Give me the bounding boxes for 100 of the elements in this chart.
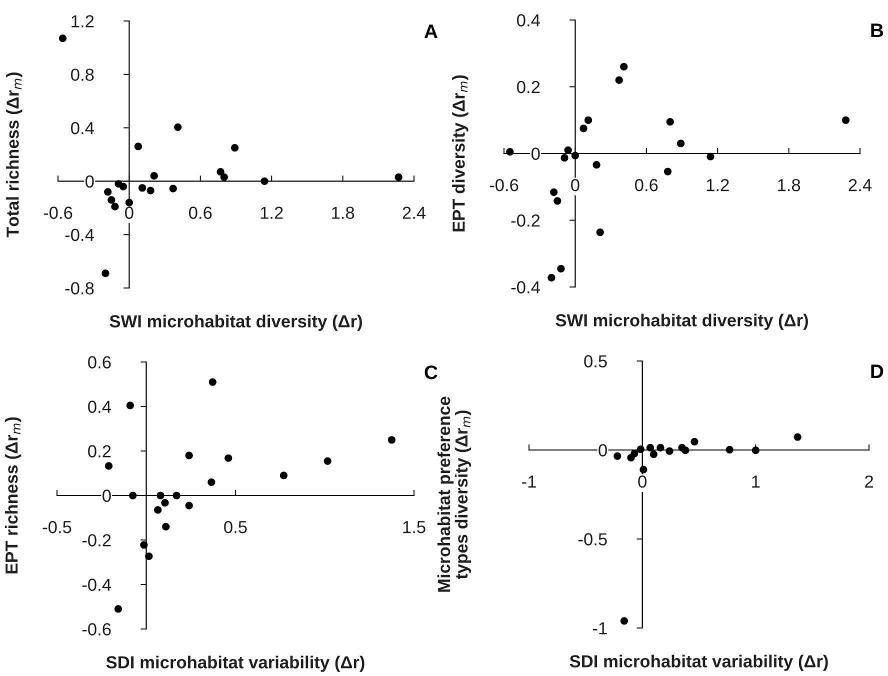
x-tick-label: 0 <box>125 206 134 219</box>
point <box>620 62 628 71</box>
chart-title: A <box>424 24 438 38</box>
point <box>564 146 572 154</box>
point <box>150 172 158 180</box>
point <box>554 197 562 205</box>
point <box>666 447 674 455</box>
y-tick-label: 0.8 <box>71 68 94 81</box>
y-tick-label: 0 <box>102 490 111 502</box>
point <box>324 457 332 465</box>
point <box>145 552 153 560</box>
y-tick-label: -0.8 <box>65 282 94 294</box>
point <box>646 444 654 452</box>
chart-title: C <box>424 365 438 380</box>
point <box>752 446 760 454</box>
y-tick-label: -0.4 <box>65 228 94 242</box>
y-axis-title: Total richness (Δr$_{m}$) <box>6 72 22 238</box>
x-tick-label: -0.6 <box>44 206 72 219</box>
point <box>162 522 170 530</box>
point <box>161 499 169 507</box>
point <box>129 492 137 500</box>
x-tick-label: 1.8 <box>332 206 354 219</box>
y-tick-label: 0.4 <box>88 400 112 413</box>
x-axis-title: SDI microhabitat variability (Δr) <box>570 654 828 671</box>
y-tick-label: -1 <box>592 622 607 634</box>
y-tick-label: 0.5 <box>584 355 607 368</box>
point <box>388 436 396 444</box>
point <box>584 116 592 124</box>
x-tick-label: 0.6 <box>189 206 212 219</box>
point <box>126 402 134 410</box>
point <box>394 173 402 181</box>
x-tick-label: 0.5 <box>224 520 247 534</box>
point <box>550 188 558 196</box>
point <box>58 34 67 42</box>
point <box>548 274 556 282</box>
point <box>111 202 119 210</box>
x-tick-label: 1.5 <box>403 521 426 534</box>
x-tick-label: 0 <box>571 178 580 192</box>
chart-title: B <box>871 24 884 38</box>
point <box>506 148 514 156</box>
point <box>677 140 685 148</box>
point <box>140 541 148 549</box>
point <box>726 446 734 454</box>
y-axis-title: EPT richness (Δr$_{m}$) <box>4 417 22 574</box>
point <box>666 118 674 126</box>
point <box>208 378 216 386</box>
x-tick-label: 2.4 <box>402 206 426 219</box>
x-axis-title: SDI microhabitat variability (Δr) <box>106 656 364 672</box>
y-tick-label: 0.6 <box>88 356 111 368</box>
point <box>664 168 672 176</box>
y-tick-label: -0.4 <box>511 281 540 294</box>
y-tick-label: -0.2 <box>511 214 540 227</box>
x-tick-label: 2 <box>865 475 873 488</box>
x-tick-label: 0.6 <box>635 178 658 192</box>
x-tick-label: 1.8 <box>778 178 800 192</box>
point <box>580 124 588 132</box>
point <box>102 270 110 278</box>
point <box>174 123 182 131</box>
point <box>630 450 638 458</box>
point <box>156 492 164 500</box>
y-tick-label: 0 <box>532 148 540 160</box>
point <box>104 188 112 196</box>
point <box>208 478 216 486</box>
point <box>615 76 623 84</box>
point <box>146 186 154 194</box>
point <box>650 450 658 458</box>
point <box>138 184 146 192</box>
y-tick-label: 0.2 <box>517 80 540 94</box>
point <box>224 454 232 462</box>
point <box>557 264 565 272</box>
point <box>794 433 802 441</box>
point <box>842 116 850 124</box>
point <box>185 452 193 460</box>
point <box>592 161 600 169</box>
point <box>260 177 268 186</box>
point <box>220 173 228 181</box>
point <box>134 142 142 150</box>
point <box>596 228 604 236</box>
y-axis-title: EPT diversity (Δr$_{m}$) <box>452 75 468 232</box>
x-axis-title: SWI microhabitat diversity (Δr) <box>110 314 362 331</box>
point <box>614 452 622 460</box>
point <box>172 492 180 500</box>
point <box>280 472 288 480</box>
y-axis-title: Microhabitat preference types diversity (Δr$_{m}$) <box>437 396 472 592</box>
y-tick-label: -0.5 <box>578 533 607 546</box>
point <box>706 152 714 160</box>
point <box>154 506 162 514</box>
point <box>690 438 698 446</box>
x-axis-title: SWI microhabitat diversity (Δr) <box>556 314 808 330</box>
point <box>216 168 224 176</box>
point <box>169 184 177 192</box>
y-tick-label: 1.2 <box>72 15 94 28</box>
point <box>125 198 134 206</box>
x-tick-label: 1.2 <box>706 178 729 192</box>
x-tick-label: 1.2 <box>260 206 283 219</box>
x-tick-label: -0.6 <box>490 178 518 192</box>
y-tick-label: -0.6 <box>82 623 111 636</box>
y-tick-label: 0 <box>598 444 607 456</box>
x-tick-label: 1 <box>752 476 760 488</box>
y-tick-label: 0.2 <box>88 445 111 458</box>
